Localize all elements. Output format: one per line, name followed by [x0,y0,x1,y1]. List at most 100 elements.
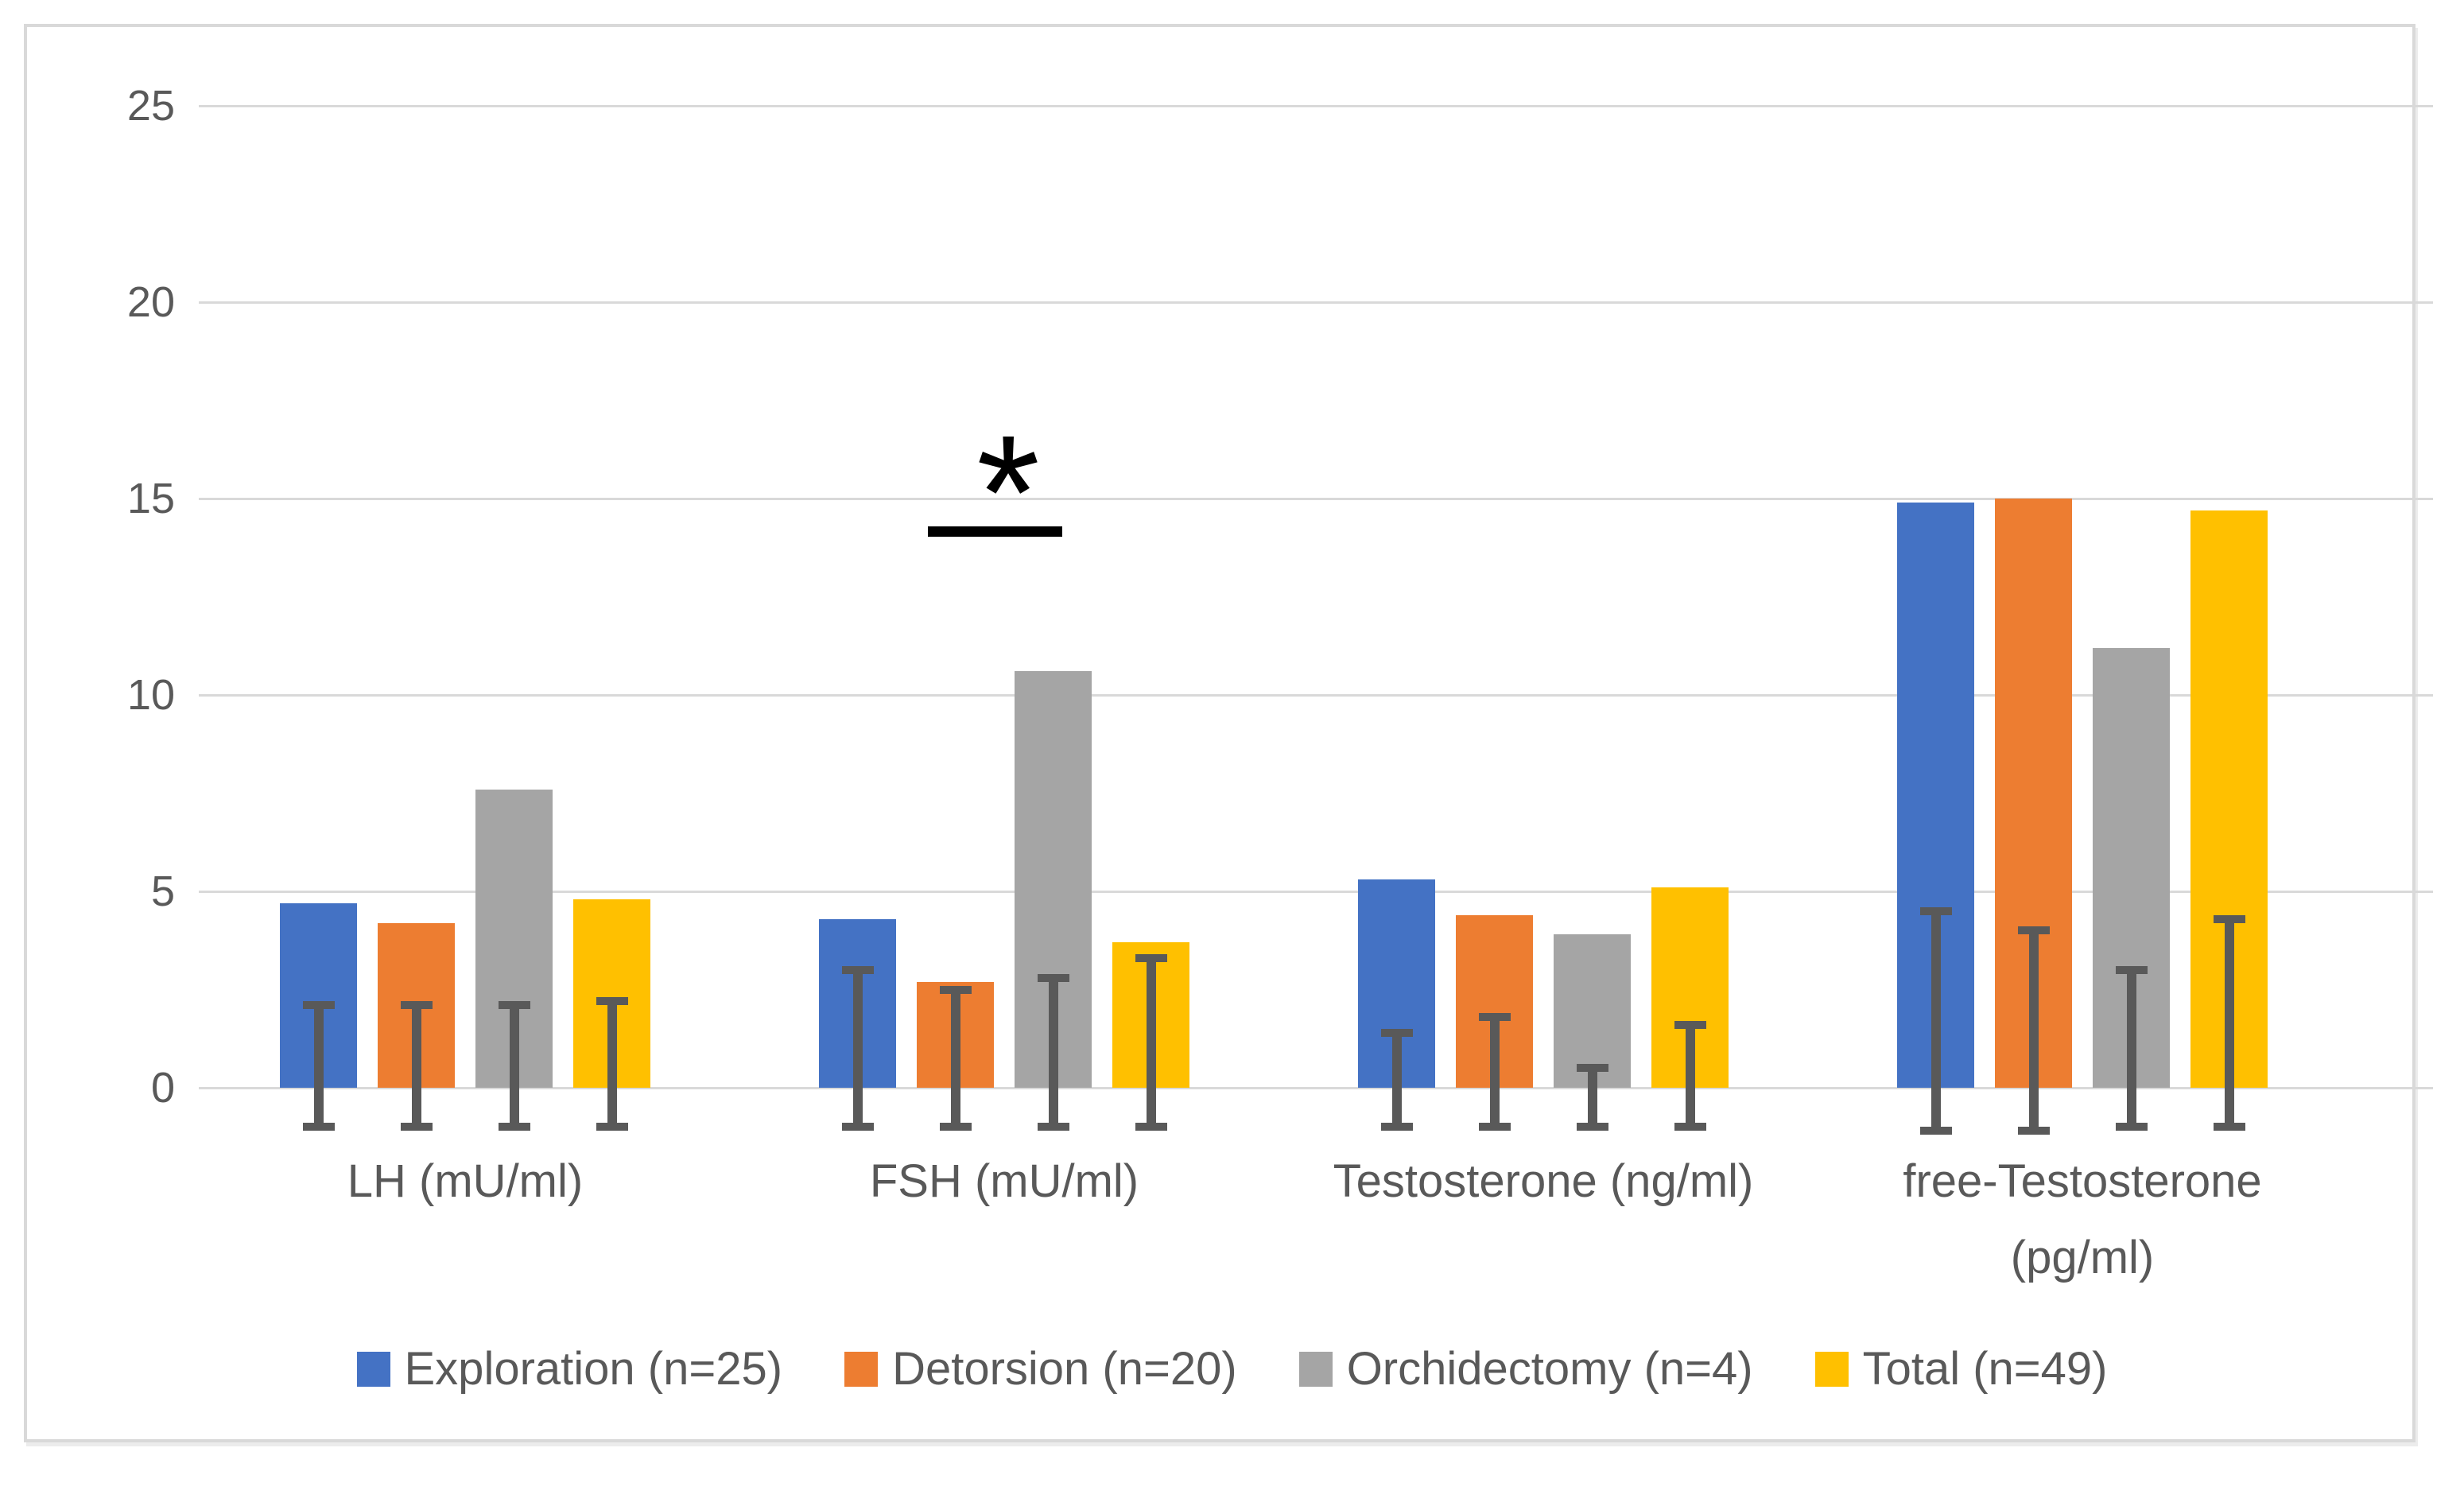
error-bar-stem [1685,1024,1695,1128]
error-bar-cap-top [1674,1020,1706,1029]
error-bar [573,899,650,1131]
legend-label: Orchidectomy (n=4) [1346,1343,1753,1395]
y-tick-label-10: 10 [126,671,175,719]
error-bar-cap-bottom [939,1123,972,1131]
error-bar-stem [852,969,863,1128]
bar-exploration-3 [1897,502,1974,1135]
error-bar-stem [1048,977,1058,1128]
legend-swatch [356,1351,390,1387]
error-bar [917,982,994,1131]
error-bar-cap-top [302,1001,335,1010]
error-bar-cap-top [841,965,874,974]
error-bar-cap-top [1037,973,1069,982]
y-tick-label-15: 15 [126,475,175,522]
bar-total-2 [1651,887,1729,1131]
bar-group-0 [280,789,650,1131]
bar-detorsion-3 [1995,499,2072,1135]
error-bar-cap-bottom [1576,1123,1608,1131]
y-tick-label-20: 20 [126,278,175,326]
gridline-y-20 [199,301,2433,304]
error-bar-cap-bottom [498,1123,530,1131]
bar-exploration-0 [280,902,357,1131]
error-bar-stem [1587,1068,1597,1128]
y-tick-label-25: 25 [126,82,175,130]
category-label-line: (pg/ml) [2010,1232,2155,1283]
legend-item-2: Orchidectomy (n=4) [1298,1342,1753,1395]
error-bar [1995,499,2072,1135]
category-label-line: LH (mU/ml) [347,1155,584,1207]
error-bar-cap-bottom [1919,1127,1952,1135]
y-tick-label-5: 5 [150,868,175,915]
error-bar-cap-top [1478,1013,1511,1022]
error-bar-cap-bottom [1674,1123,1706,1131]
error-bar-cap-top [596,997,628,1006]
error-bar [1456,915,1533,1131]
error-bar-cap-bottom [400,1123,433,1131]
bar-total-3 [2190,510,2268,1131]
legend-item-0: Exploration (n=25) [356,1342,783,1395]
error-bar [2190,510,2268,1131]
error-bar-cap-bottom [2017,1127,2050,1135]
error-bar-stem [411,1005,421,1128]
bar-detorsion-2 [1456,914,1533,1131]
error-bar [1651,887,1729,1131]
y-tick-label-0: 0 [150,1064,175,1112]
category-label-1: FSH (mU/ml) [670,1143,1338,1220]
gridline-y-25 [199,104,2433,107]
bar-orchidectomy-3 [2093,647,2170,1131]
category-label-2: Testosterone (ng/ml) [1209,1143,1877,1220]
error-bar-cap-bottom [2115,1123,2148,1131]
error-bar-cap-top [1135,953,1167,962]
error-bar-cap-top [939,985,972,994]
gridline-y-5 [199,890,2433,893]
error-bar-cap-top [1576,1064,1608,1073]
error-bar [2093,648,2170,1131]
significance-line [927,526,1062,537]
plot-area [199,104,2433,1135]
error-bar-cap-top [2017,926,2050,935]
error-bar-cap-bottom [2213,1123,2245,1131]
error-bar-stem [950,989,960,1128]
error-bar [475,790,553,1131]
significance-asterisk: * [976,401,1040,584]
error-bar-cap-top [2213,914,2245,923]
error-bar-cap-top [2115,965,2148,974]
bar-group-2 [1358,879,1729,1131]
error-bar [1112,942,1189,1131]
error-bar-stem [2126,969,2136,1128]
error-bar-stem [1489,1017,1500,1128]
error-bar-stem [1146,957,1156,1128]
gridline-y-15 [199,497,2433,500]
bar-exploration-2 [1358,879,1435,1131]
legend-item-3: Total (n=49) [1814,1342,2108,1395]
error-bar-cap-bottom [302,1123,335,1131]
category-label-3: free-Testosterone (pg/ml) [1748,1143,2416,1296]
legend-label: Exploration (n=25) [404,1343,783,1395]
error-bar-cap-top [1380,1028,1413,1037]
error-bar [1015,671,1092,1131]
bar-orchidectomy-1 [1015,671,1092,1131]
bar-group-3 [1897,499,2268,1135]
error-bar-stem [1930,910,1941,1131]
bar-orchidectomy-0 [475,789,553,1131]
bar-exploration-1 [819,918,896,1131]
category-label-line: free-Testosterone [1903,1155,2262,1207]
bar-group-1 [819,671,1189,1131]
error-bar-cap-bottom [596,1123,628,1131]
bar-detorsion-0 [378,922,455,1131]
legend: Exploration (n=25) Detorsion (n=20) Orchid… [0,1342,2464,1395]
error-bar-stem [509,1005,519,1128]
error-bar [1554,934,1631,1131]
error-bar-cap-top [1919,906,1952,915]
bar-orchidectomy-2 [1554,934,1631,1131]
category-label-0: LH (mU/ml) [131,1143,799,1220]
error-bar-stem [2224,918,2234,1128]
error-bar [378,923,455,1131]
error-bar-cap-bottom [841,1123,874,1131]
error-bar [1897,503,1974,1135]
bar-detorsion-1 [917,981,994,1131]
error-bar-cap-top [400,1001,433,1010]
bar-total-0 [573,899,650,1131]
legend-item-1: Detorsion (n=20) [844,1342,1237,1395]
